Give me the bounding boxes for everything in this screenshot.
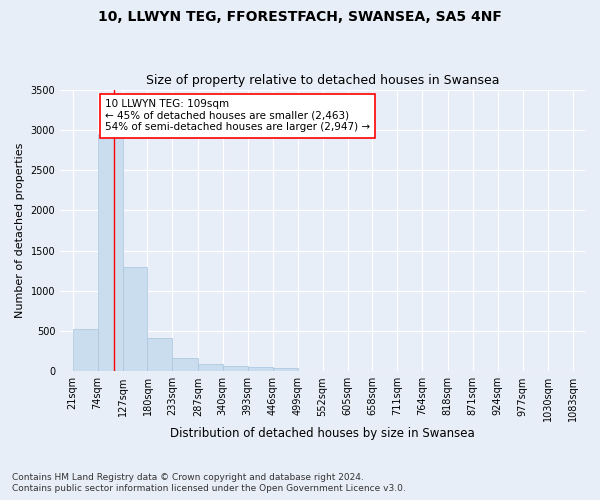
Text: 10, LLWYN TEG, FFORESTFACH, SWANSEA, SA5 4NF: 10, LLWYN TEG, FFORESTFACH, SWANSEA, SA5… [98,10,502,24]
Bar [248,367,272,372]
Bar [198,364,223,372]
Bar [172,358,198,372]
Bar [122,266,148,372]
Bar [73,328,98,372]
Y-axis label: Number of detached properties: Number of detached properties [15,143,25,318]
Text: 10 LLWYN TEG: 109sqm
← 45% of detached houses are smaller (2,463)
54% of semi-de: 10 LLWYN TEG: 109sqm ← 45% of detached h… [105,99,370,132]
Text: Contains HM Land Registry data © Crown copyright and database right 2024.: Contains HM Land Registry data © Crown c… [12,472,364,482]
Bar [148,338,172,372]
Text: Contains public sector information licensed under the Open Government Licence v3: Contains public sector information licen… [12,484,406,493]
X-axis label: Distribution of detached houses by size in Swansea: Distribution of detached houses by size … [170,427,475,440]
Bar [98,134,122,372]
Bar [272,368,298,372]
Bar [223,366,248,372]
Title: Size of property relative to detached houses in Swansea: Size of property relative to detached ho… [146,74,499,87]
